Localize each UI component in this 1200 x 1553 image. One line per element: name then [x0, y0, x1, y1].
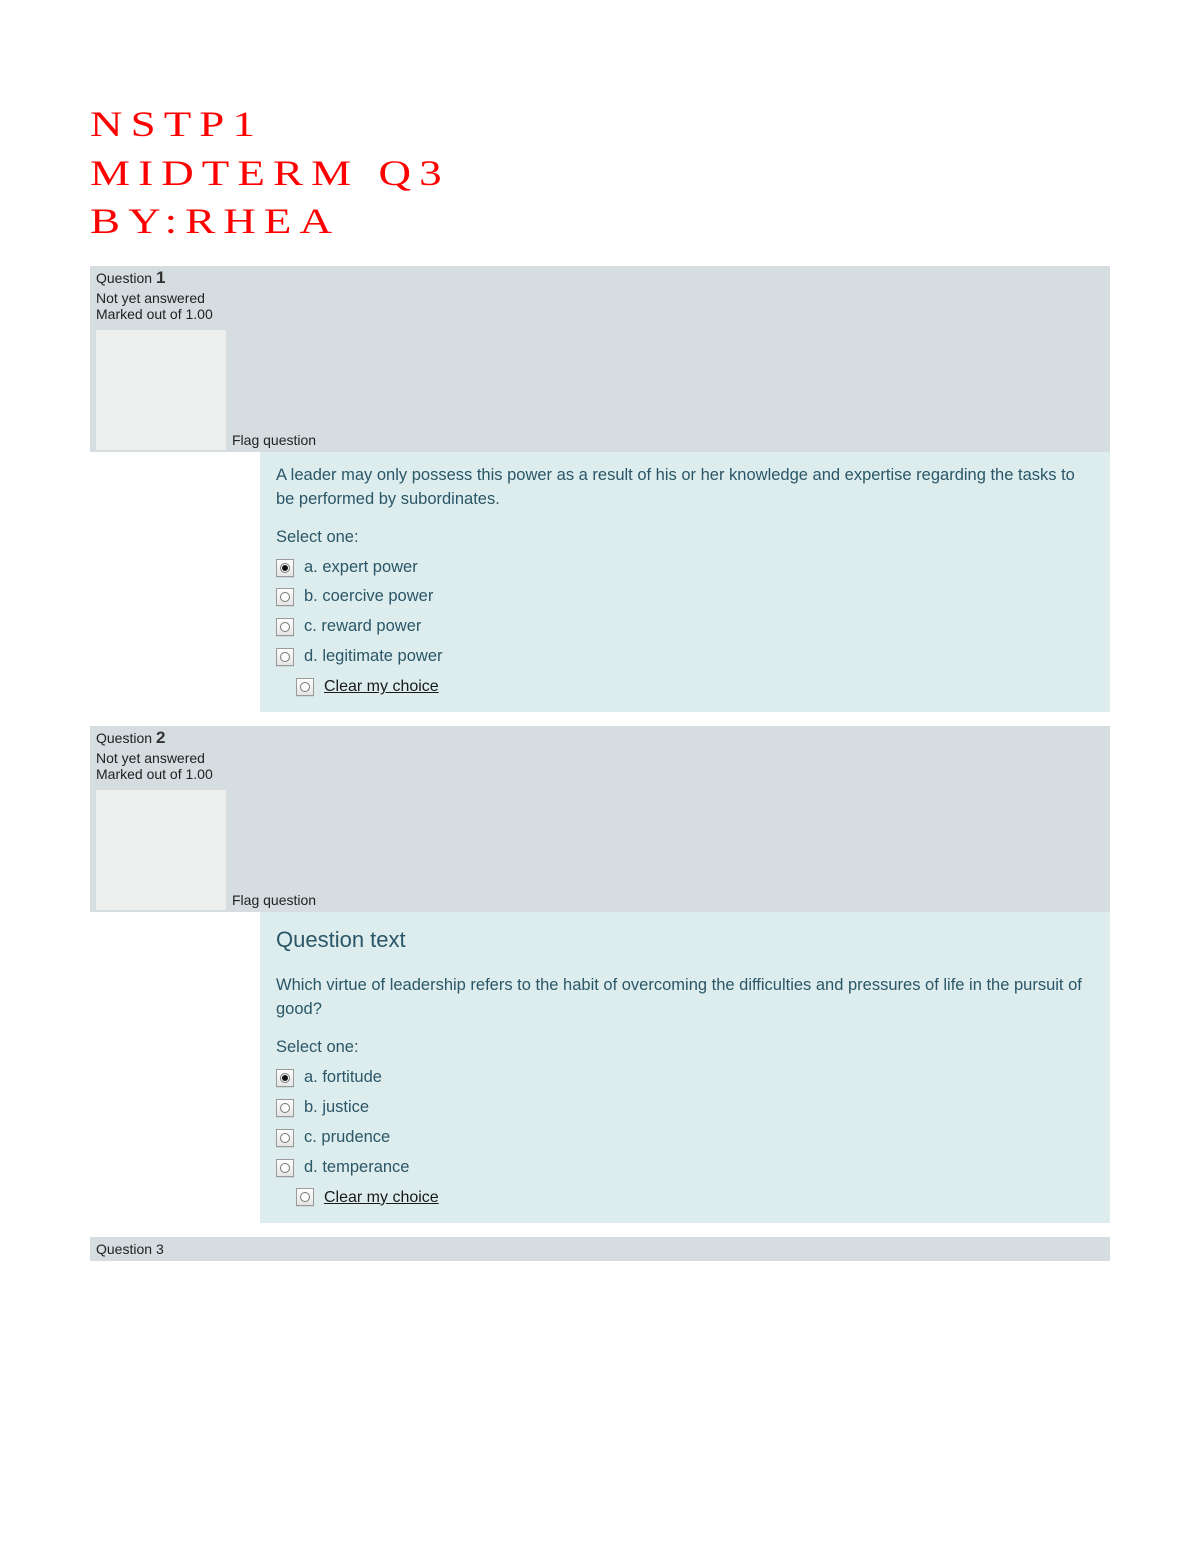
radio-button[interactable] [276, 1069, 294, 1087]
radio-icon [280, 1073, 290, 1083]
clear-choice-row: Clear my choice [296, 675, 1094, 698]
radio-button[interactable] [296, 1188, 314, 1206]
radio-icon [280, 1163, 290, 1173]
flag-box [96, 330, 226, 450]
flag-question-link[interactable]: Flag question [232, 432, 316, 450]
select-one-label: Select one: [276, 1036, 1094, 1060]
option-row[interactable]: a. fortitude [276, 1066, 1094, 1090]
question-label: Question [96, 730, 156, 746]
option-text: a. expert power [304, 556, 418, 580]
radio-icon [280, 622, 290, 632]
flag-question-link[interactable]: Flag question [232, 892, 316, 910]
option-text: b. justice [304, 1096, 369, 1120]
radio-button[interactable] [276, 648, 294, 666]
question-text-panel: Question text Which virtue of leadership … [260, 912, 1110, 1223]
option-row[interactable]: c. prudence [276, 1126, 1094, 1150]
question-text-panel: A leader may only possess this power as … [260, 452, 1110, 713]
question-status-not-answered: Not yet answered [90, 290, 1110, 306]
radio-button[interactable] [276, 1159, 294, 1177]
question-marked-out: Marked out of 1.00 [90, 766, 1110, 782]
question-label: Question [96, 1241, 152, 1257]
question-text-heading: Question text [276, 924, 1094, 956]
document-title: NSTP1 MIDTERM Q3 BY:RHEA [90, 100, 1200, 246]
option-text: b. coercive power [304, 585, 433, 609]
question-flag-area: Flag question [90, 322, 1110, 452]
radio-icon [280, 1103, 290, 1113]
question-label: Question [96, 270, 156, 286]
option-text: a. fortitude [304, 1066, 382, 1090]
question-number: 3 [156, 1241, 164, 1257]
question-block: Question 1Not yet answeredMarked out of … [90, 266, 1110, 713]
title-line-3: BY:RHEA [90, 197, 1200, 246]
option-text: d. legitimate power [304, 645, 443, 669]
clear-choice-row: Clear my choice [296, 1186, 1094, 1209]
option-row[interactable]: b. justice [276, 1096, 1094, 1120]
question-stem: A leader may only possess this power as … [276, 464, 1094, 512]
question-number: 2 [156, 728, 165, 747]
radio-icon [280, 652, 290, 662]
radio-icon [300, 1192, 310, 1202]
title-line-2: MIDTERM Q3 [90, 149, 1200, 198]
option-text: c. prudence [304, 1126, 390, 1150]
question-3-header: Question 3 [90, 1237, 1110, 1261]
question-status-not-answered: Not yet answered [90, 750, 1110, 766]
select-one-label: Select one: [276, 526, 1094, 550]
radio-button[interactable] [276, 588, 294, 606]
option-row[interactable]: c. reward power [276, 615, 1094, 639]
questions-container: Question 1Not yet answeredMarked out of … [90, 266, 1110, 1223]
radio-icon [280, 563, 290, 573]
clear-choice-link[interactable]: Clear my choice [324, 675, 439, 698]
title-line-1: NSTP1 [90, 100, 1200, 149]
option-row[interactable]: d. legitimate power [276, 645, 1094, 669]
option-text: d. temperance [304, 1156, 409, 1180]
question-header: Question 1 [90, 266, 1110, 290]
question-number: 1 [156, 268, 165, 287]
flag-box [96, 790, 226, 910]
question-stem: Which virtue of leadership refers to the… [276, 974, 1094, 1022]
radio-icon [300, 682, 310, 692]
radio-icon [280, 592, 290, 602]
radio-button[interactable] [276, 618, 294, 636]
radio-button[interactable] [276, 1129, 294, 1147]
question-block: Question 2Not yet answeredMarked out of … [90, 726, 1110, 1223]
radio-button[interactable] [276, 1099, 294, 1117]
radio-button[interactable] [276, 559, 294, 577]
radio-icon [280, 1133, 290, 1143]
question-header: Question 2 [90, 726, 1110, 750]
question-flag-area: Flag question [90, 782, 1110, 912]
option-text: c. reward power [304, 615, 421, 639]
question-marked-out: Marked out of 1.00 [90, 306, 1110, 322]
option-row[interactable]: b. coercive power [276, 585, 1094, 609]
option-row[interactable]: d. temperance [276, 1156, 1094, 1180]
radio-button[interactable] [296, 678, 314, 696]
option-row[interactable]: a. expert power [276, 556, 1094, 580]
clear-choice-link[interactable]: Clear my choice [324, 1186, 439, 1209]
